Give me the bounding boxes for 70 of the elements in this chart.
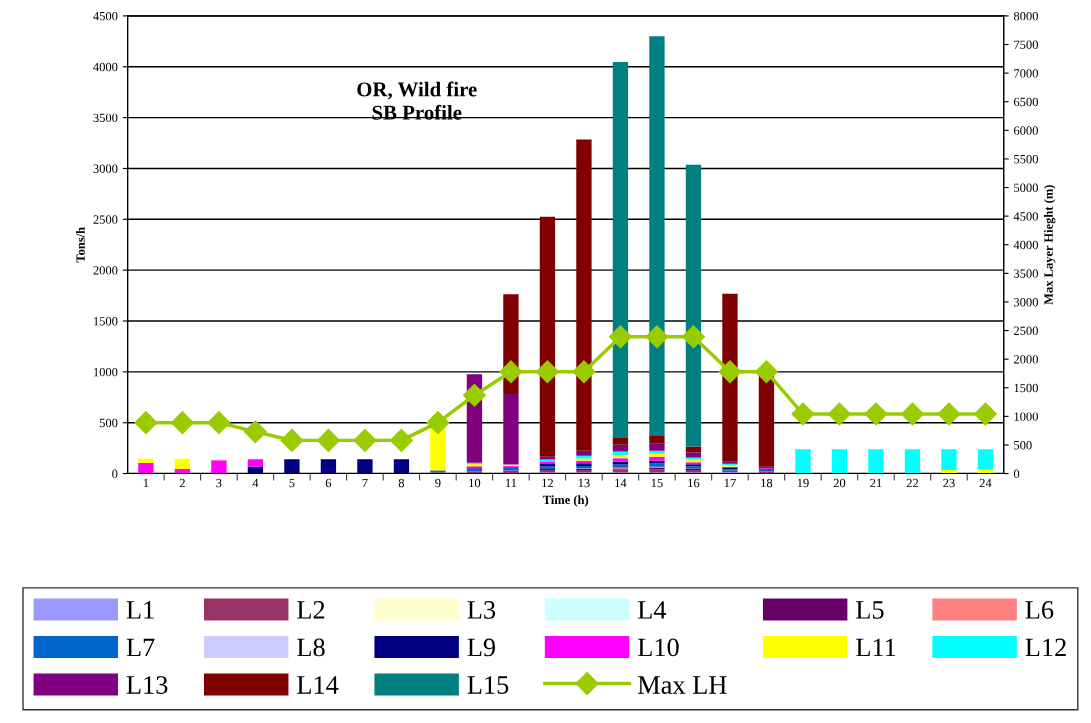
y-tick-label: 4500 [93,11,118,21]
y-tick-label: 1500 [94,317,118,326]
legend-label: L2 [297,601,325,619]
y2-tick-label: 5000 [1014,183,1038,192]
y-axis-title: Tons/h [76,227,85,263]
x-tick-label: 16 [688,478,700,488]
x-tick-label: 8 [398,478,405,488]
y2-tick-label: 4000 [1013,240,1038,250]
y2-tick-label: 5500 [1014,154,1038,164]
y2-tick-label: 4500 [1013,212,1038,221]
x-tick-label: 19 [797,478,809,488]
legend-label: L15 [467,676,509,694]
y-tick-label: 1000 [94,367,118,377]
x-tick-label: 10 [469,478,481,488]
y-tick-label: 4000 [93,62,118,72]
x-tick-label: 23 [943,478,955,488]
y2-tick-label: 500 [1014,440,1032,450]
legend-label: L12 [1025,638,1066,657]
x-tick-label: 12 [542,478,553,488]
x-tick-label: 13 [578,478,590,488]
legend-label: L1 [126,601,154,619]
legend-label: L6 [1025,601,1054,619]
y-tick-label: 2000 [93,266,118,275]
y-tick-label: 500 [99,418,118,428]
y2-tick-label: 3000 [1014,297,1038,307]
legend-label: L8 [297,638,325,657]
x-tick-label: 21 [870,478,882,488]
legend-label: L11 [856,638,896,657]
legend-label: L14 [297,676,339,694]
x-tick-label: 9 [435,478,441,488]
x-tick-label: 11 [506,478,517,488]
y2-tick-label: 6000 [1013,126,1038,135]
legend-label: Max LH [637,676,727,694]
legend-label: L9 [467,638,496,657]
legend-label: L13 [126,676,168,694]
y-tick-label: 3000 [93,164,118,173]
x-tick-label: 4 [252,478,259,488]
y2-tick-label: 0 [1013,469,1020,479]
y2-tick-label: 7000 [1014,69,1038,78]
y2-tick-label: 6500 [1013,97,1038,107]
y2-tick-label: 1500 [1014,383,1038,393]
legend-label: L3 [467,601,496,619]
x-tick-label: 24 [979,478,992,488]
y-tick-label: 0 [112,469,118,479]
x-tick-label: 2 [179,478,185,488]
y2-tick-label: 8000 [1013,11,1038,21]
y2-axis-title: Max Layer Hieght (m) [1044,185,1056,305]
x-tick-label: 7 [362,478,368,488]
x-tick-label: 6 [325,478,332,488]
y2-tick-label: 2500 [1013,326,1038,336]
x-tick-label: 5 [289,478,295,488]
legend-label: L7 [126,638,155,657]
x-tick-label: 20 [833,478,846,488]
y2-tick-label: 2000 [1013,355,1038,364]
y-tick-label: 2500 [93,215,118,224]
legend-label: L5 [856,601,884,619]
legend-label: L4 [637,601,667,619]
x-tick-label: 15 [651,478,663,488]
x-tick-label: 22 [906,478,919,488]
y2-tick-label: 1000 [1014,412,1038,421]
x-tick-label: 1 [143,478,149,488]
y-tick-label: 3500 [93,113,118,123]
y2-tick-label: 7500 [1014,40,1038,49]
y2-tick-label: 3500 [1014,269,1038,278]
x-tick-label: 18 [761,478,773,488]
x-tick-label: 17 [724,478,736,488]
x-tick-label: 3 [216,478,222,488]
legend-label: L10 [637,638,679,657]
x-axis-title: Time (h) [542,495,589,507]
x-tick-label: 14 [615,478,627,488]
